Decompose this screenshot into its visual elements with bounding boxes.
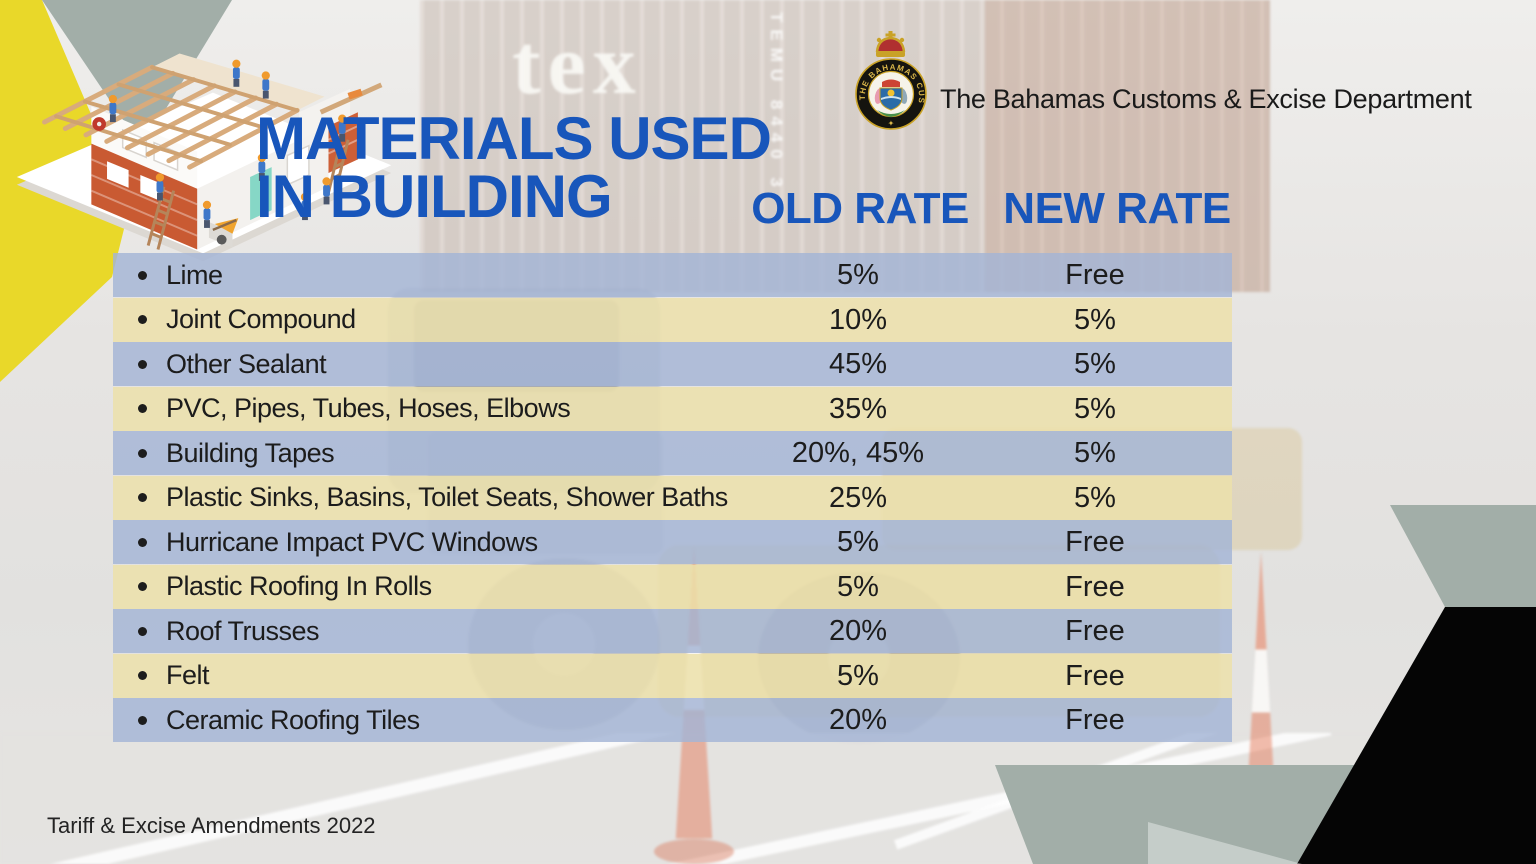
new-rate-value: Free [1065,659,1125,692]
rust-container [985,0,1270,292]
material-name: Felt [166,660,210,690]
container-brand-text: tex [512,16,643,112]
container-code-text: TEMU 8440 3 [767,12,786,194]
new-rate-header: NEW RATE [1003,184,1231,233]
table-row: Ceramic Roofing Tiles 20% Free [113,698,1232,742]
material-name: Hurricane Impact PVC Windows [166,526,538,557]
material-name: Roof Trusses [166,615,320,646]
table-row: Other Sealant 45% 5% [113,342,1232,386]
svg-text:✦: ✦ [888,119,895,128]
bullet-dot [138,448,147,458]
house-construction-illustration [16,53,392,262]
table-row: Plastic Sinks, Basins, Toilet Seats, Sho… [113,475,1232,520]
bullet-dot [138,537,147,547]
table-row: Lime 5% Free [113,253,1232,297]
bullet-dot [138,671,147,680]
footer-caption: Tariff & Excise Amendments 2022 [47,813,376,838]
page-title-line1: MATERIALS USED [256,105,772,172]
bahamas-customs-crest: THE BAHAMAS CUSTOMS ✦ [851,30,927,130]
table-row: Roof Trusses 20% Free [113,609,1232,653]
material-name: Ceramic Roofing Tiles [166,704,420,735]
material-name: Building Tapes [166,437,335,468]
old-rate-header: OLD RATE [751,184,969,233]
new-rate-value: Free [1065,259,1125,291]
new-rate-value: 5% [1074,481,1116,514]
bullet-dot [138,626,147,636]
old-rate-value: 10% [828,303,888,336]
old-rate-value: 25% [828,481,888,514]
old-rate-value: 5% [837,259,879,291]
bullet-dot [138,582,147,591]
old-rate-value: 5% [837,526,879,558]
new-rate-value: Free [1065,570,1125,603]
old-rate-value: 20% [828,704,888,736]
table-row: Hurricane Impact PVC Windows 5% Free [113,520,1232,564]
material-name: PVC, Pipes, Tubes, Hoses, Elbows [166,393,571,423]
old-rate-value: 5% [837,659,879,692]
shipping-container [420,0,1270,292]
new-rate-value: 5% [1074,392,1116,425]
bullet-dot [138,359,147,369]
material-name: Lime [166,259,223,290]
bullet-dot [138,270,147,280]
new-rate-value: 5% [1074,303,1116,336]
new-rate-value: Free [1065,526,1125,558]
rates-table: Lime 5% Free Joint Compound 10% 5% Other… [113,253,1232,743]
page-title-line2: IN BUILDING [256,163,613,230]
new-rate-value: Free [1065,704,1125,736]
table-row: Building Tapes 20%, 45% 5% [113,431,1232,475]
material-name: Plastic Sinks, Basins, Toilet Seats, Sho… [166,482,728,512]
rate-column-headers: OLD RATE NEW RATE [0,184,1536,234]
bullet-dot [138,404,147,413]
table-row: Joint Compound 10% 5% [113,297,1232,342]
bullet-dot [138,493,147,502]
material-name: Other Sealant [166,348,327,379]
material-name: Plastic Roofing In Rolls [166,571,432,601]
org-name: The Bahamas Customs & Excise Department [940,84,1472,114]
bullet-dot [138,715,147,725]
page-title: MATERIALS USED IN BUILDING [256,105,772,230]
new-rate-value: 5% [1074,348,1116,380]
bullet-dot [138,315,147,324]
table-row: PVC, Pipes, Tubes, Hoses, Elbows 35% 5% [113,386,1232,431]
table-row: Felt 5% Free [113,653,1232,698]
old-rate-value: 20%, 45% [791,437,925,469]
material-name: Joint Compound [166,304,356,334]
old-rate-value: 45% [828,348,888,380]
old-rate-value: 5% [837,570,879,603]
new-rate-value: 5% [1074,437,1116,469]
old-rate-value: 35% [828,392,888,425]
new-rate-value: Free [1065,615,1125,647]
table-row: Plastic Roofing In Rolls 5% Free [113,564,1232,609]
old-rate-value: 20% [828,615,888,647]
